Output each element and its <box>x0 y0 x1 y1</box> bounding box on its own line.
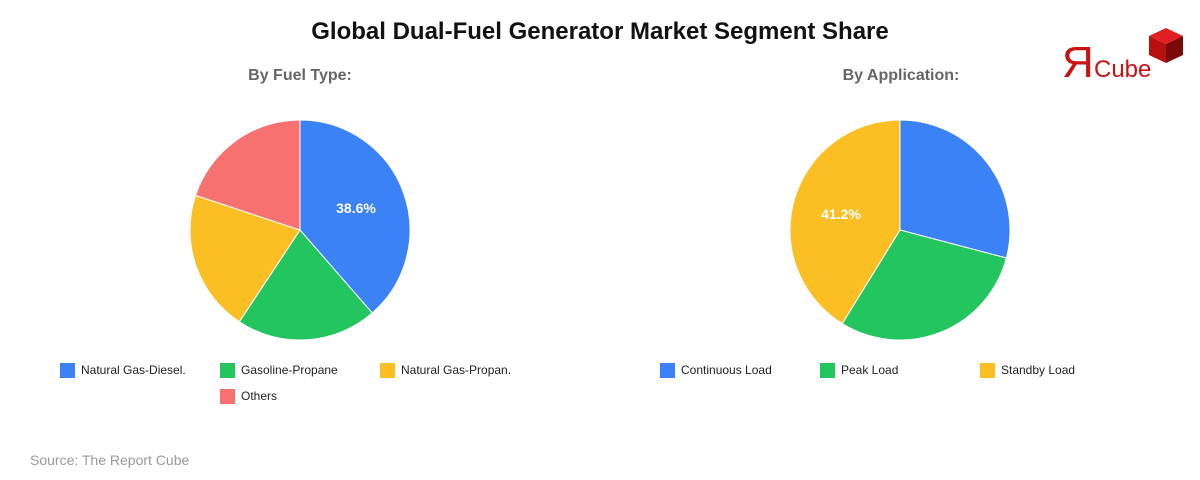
legend-swatch <box>820 362 835 378</box>
application-data-label: 41.2% <box>821 206 861 222</box>
legend-swatch <box>980 362 995 378</box>
legend-label: Gasoline-Propane <box>241 363 338 377</box>
fuel-type-pie-chart <box>189 119 411 341</box>
pie-slice-others[interactable] <box>194 119 301 231</box>
pie-slice-natural-gas-propan[interactable] <box>189 194 301 323</box>
legend-label: Standby Load <box>1001 363 1076 377</box>
report-cube-logo: Я Cube <box>1062 28 1183 83</box>
pie-slice-gasoline-propane[interactable] <box>238 229 373 341</box>
application-pie-chart <box>789 119 1011 341</box>
cube-icon <box>1149 28 1183 63</box>
legend-swatch <box>220 362 235 378</box>
pie-slice-standby-load[interactable] <box>789 119 901 325</box>
legend-label: Natural Gas-Diesel. <box>81 363 186 377</box>
pie-slice-continuous-load[interactable] <box>899 119 1011 259</box>
fuel-type-subtitle: By Fuel Type: <box>248 67 352 84</box>
legend-label: Peak Load <box>841 363 899 377</box>
legend-label: Others <box>241 389 278 403</box>
chart-title: Global Dual-Fuel Generator Market Segmen… <box>311 18 889 45</box>
legend-item-others[interactable]: Others <box>220 388 277 404</box>
pie-slice-natural-gas-diesel[interactable] <box>299 119 411 314</box>
legend-label: Natural Gas-Propan. <box>401 363 512 377</box>
legend-swatch <box>380 362 395 378</box>
application-subtitle: By Application: <box>842 67 960 84</box>
legend-item-peak-load[interactable]: Peak Load <box>820 362 898 378</box>
legend-item-natural-gas-propane[interactable]: Natural Gas-Propan. <box>380 362 511 378</box>
logo-r-glyph: Я <box>1062 38 1094 83</box>
legend-item-gasoline-propane[interactable]: Gasoline-Propane <box>220 362 338 378</box>
legend-swatch <box>220 388 235 404</box>
legend-item-continuous-load[interactable]: Continuous Load <box>660 362 772 378</box>
logo-cube-text: Cube <box>1094 56 1151 83</box>
source-note: Source: The Report Cube <box>30 452 190 468</box>
fuel-type-data-label: 38.6% <box>336 200 376 216</box>
legend-item-standby-load[interactable]: Standby Load <box>980 362 1075 378</box>
legend-label: Continuous Load <box>681 363 772 377</box>
legend-item-natural-gas-diesel[interactable]: Natural Gas-Diesel. <box>60 362 186 378</box>
legend-swatch <box>60 362 75 378</box>
legend-swatch <box>660 362 675 378</box>
